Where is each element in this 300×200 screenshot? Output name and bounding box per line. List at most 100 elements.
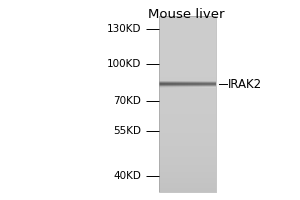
Bar — [159, 60, 216, 61]
Bar — [159, 148, 216, 149]
Text: 100KD: 100KD — [106, 59, 141, 69]
Bar — [159, 123, 216, 124]
Bar — [159, 56, 216, 57]
Bar — [159, 147, 216, 148]
Bar — [159, 58, 216, 59]
Bar — [159, 71, 216, 72]
Bar — [159, 52, 216, 53]
Bar — [159, 37, 216, 38]
Bar — [159, 47, 216, 48]
Bar — [159, 43, 216, 44]
Bar — [159, 53, 216, 54]
Bar — [159, 130, 216, 131]
Bar — [159, 141, 216, 142]
Bar — [159, 159, 216, 160]
Bar — [159, 173, 216, 174]
Bar — [159, 68, 216, 69]
Bar — [159, 104, 216, 105]
Bar — [159, 57, 216, 58]
Bar — [159, 20, 216, 21]
Bar — [159, 156, 216, 157]
Bar — [159, 48, 216, 49]
Text: Mouse liver: Mouse liver — [148, 8, 224, 21]
Bar — [159, 73, 216, 74]
Bar — [159, 178, 216, 179]
Bar — [159, 146, 216, 147]
Bar — [159, 29, 216, 30]
Bar — [159, 114, 216, 115]
Bar — [159, 76, 216, 77]
Bar — [159, 39, 216, 40]
Bar — [159, 64, 216, 65]
Bar — [159, 100, 216, 101]
Bar — [159, 108, 216, 109]
Bar — [159, 17, 216, 18]
Bar — [159, 101, 216, 102]
Bar — [159, 82, 216, 83]
Bar — [159, 92, 216, 93]
Bar — [159, 85, 216, 86]
Bar — [159, 126, 216, 127]
Bar — [159, 181, 216, 182]
Bar — [159, 111, 216, 112]
Bar — [159, 137, 216, 138]
Bar — [159, 55, 216, 56]
Bar — [159, 69, 216, 70]
Bar — [159, 136, 216, 137]
Bar — [159, 25, 216, 26]
Bar — [159, 129, 216, 130]
Bar — [159, 22, 216, 23]
Bar — [159, 89, 216, 90]
Bar — [159, 145, 216, 146]
Bar — [159, 45, 216, 46]
Bar — [159, 105, 216, 106]
Bar — [159, 135, 216, 136]
Bar — [159, 35, 216, 36]
Bar — [159, 46, 216, 47]
Bar — [159, 163, 216, 164]
Bar — [159, 161, 216, 162]
Bar — [159, 157, 216, 158]
Bar — [159, 190, 216, 191]
Bar — [159, 81, 216, 82]
Bar — [159, 186, 216, 187]
Bar — [159, 34, 216, 35]
Bar — [159, 31, 216, 32]
Bar — [159, 167, 216, 168]
Bar — [159, 16, 216, 17]
Bar — [159, 124, 216, 125]
Bar — [159, 162, 216, 163]
Bar — [159, 125, 216, 126]
Bar — [159, 41, 216, 42]
Bar — [159, 133, 216, 134]
Text: 130KD: 130KD — [106, 24, 141, 34]
Bar — [159, 112, 216, 113]
Bar — [159, 155, 216, 156]
Bar — [159, 153, 216, 154]
Bar — [159, 91, 216, 92]
Bar — [159, 149, 216, 150]
Bar — [159, 102, 216, 103]
Bar — [159, 97, 216, 98]
Bar — [159, 65, 216, 66]
Bar — [159, 19, 216, 20]
Bar — [159, 33, 216, 34]
Bar — [159, 177, 216, 178]
Bar — [159, 66, 216, 67]
Bar — [159, 50, 216, 51]
Bar — [159, 144, 216, 145]
Bar — [159, 109, 216, 110]
Bar — [159, 110, 216, 111]
Bar — [159, 171, 216, 172]
Bar — [159, 26, 216, 27]
Bar — [159, 172, 216, 173]
Bar — [159, 183, 216, 184]
Bar — [159, 21, 216, 22]
Bar — [159, 95, 216, 96]
Bar — [159, 67, 216, 68]
Bar — [159, 164, 216, 165]
Bar — [159, 185, 216, 186]
Bar — [159, 103, 216, 104]
Bar — [159, 189, 216, 190]
Text: 55KD: 55KD — [113, 126, 141, 136]
